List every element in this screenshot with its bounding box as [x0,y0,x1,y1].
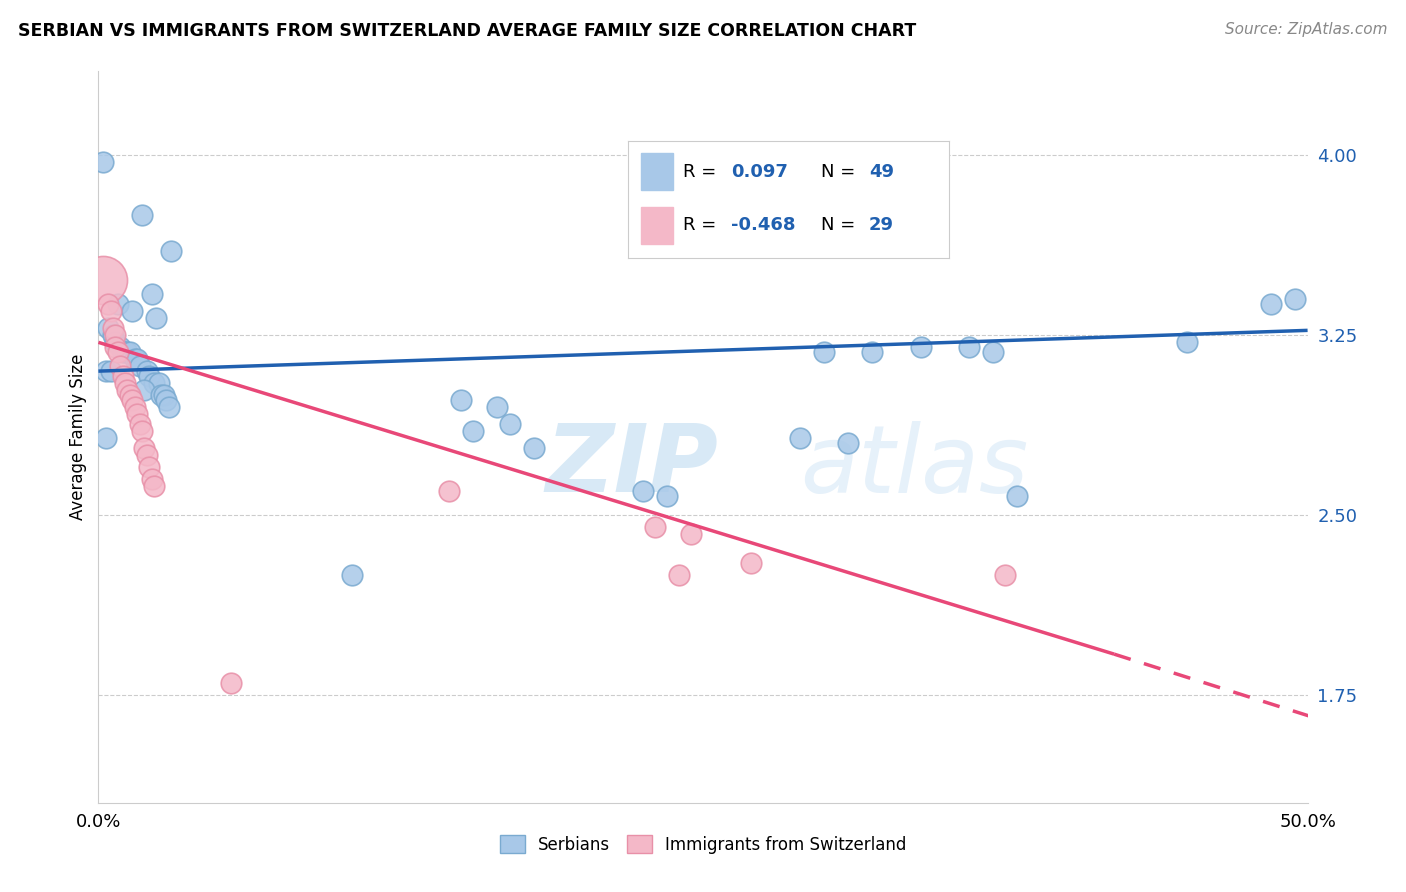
Text: ZIP: ZIP [546,420,718,512]
Point [118,388,141,402]
Point [981,345,1004,359]
Point [141,472,163,486]
Point [631,483,654,498]
Point [155,392,177,407]
Text: 0.097: 0.097 [731,162,787,181]
Point [138,368,160,383]
Point [135,364,157,378]
Point [498,417,520,431]
Point [127,407,149,421]
Point [131,208,153,222]
Point [118,345,141,359]
Point [342,568,364,582]
Point [860,345,883,359]
Text: R =: R = [682,162,721,181]
Point [523,441,546,455]
Point [91,273,114,287]
Point [100,364,122,378]
Point [97,321,120,335]
Text: Source: ZipAtlas.com: Source: ZipAtlas.com [1225,22,1388,37]
Point [104,340,127,354]
Point [141,287,163,301]
Point [134,384,156,398]
Point [1260,297,1282,311]
Point [111,345,134,359]
Text: -0.468: -0.468 [731,217,796,235]
Point [957,340,980,354]
Point [100,304,122,318]
Point [160,244,183,259]
Point [114,376,136,391]
Point [128,417,150,431]
Point [94,431,117,445]
Point [668,568,690,582]
Point [128,359,150,374]
Point [1007,489,1029,503]
Point [91,155,114,169]
Point [117,345,139,359]
Point [463,424,485,438]
Point [124,400,146,414]
Point [221,676,243,690]
Point [1284,292,1306,306]
Legend: Serbians, Immigrants from Switzerland: Serbians, Immigrants from Switzerland [494,829,912,860]
Point [813,345,835,359]
Point [94,364,117,378]
Point [104,335,127,350]
Point [644,520,666,534]
Text: atlas: atlas [800,421,1028,512]
Bar [641,153,673,190]
Point [108,340,131,354]
Point [437,483,460,498]
Point [107,297,129,311]
Text: 29: 29 [869,217,894,235]
Y-axis label: Average Family Size: Average Family Size [69,354,87,520]
Point [450,392,472,407]
Point [655,489,678,503]
Point [104,328,127,343]
Point [837,436,859,450]
Text: 49: 49 [869,162,894,181]
Text: N =: N = [821,162,860,181]
Point [107,345,129,359]
Point [679,527,702,541]
Point [157,400,180,414]
Point [138,460,160,475]
Point [121,304,143,318]
Point [101,328,124,343]
Point [108,359,131,374]
Point [152,388,174,402]
Text: R =: R = [682,217,721,235]
Text: SERBIAN VS IMMIGRANTS FROM SWITZERLAND AVERAGE FAMILY SIZE CORRELATION CHART: SERBIAN VS IMMIGRANTS FROM SWITZERLAND A… [18,22,917,40]
Point [135,448,157,462]
Point [910,340,932,354]
Point [134,441,156,455]
Point [117,384,139,398]
Point [114,345,136,359]
Point [486,400,509,414]
Point [143,479,166,493]
Point [1175,335,1198,350]
Point [97,297,120,311]
Point [145,311,167,326]
Point [121,392,143,407]
Bar [641,207,673,244]
Point [150,388,173,402]
Point [994,568,1017,582]
Point [740,556,762,570]
Point [111,368,134,383]
Point [143,376,166,391]
Point [131,424,153,438]
Point [148,376,170,391]
Text: N =: N = [821,217,860,235]
Point [127,352,149,367]
Point [789,431,811,445]
Point [101,321,124,335]
Point [124,352,146,367]
